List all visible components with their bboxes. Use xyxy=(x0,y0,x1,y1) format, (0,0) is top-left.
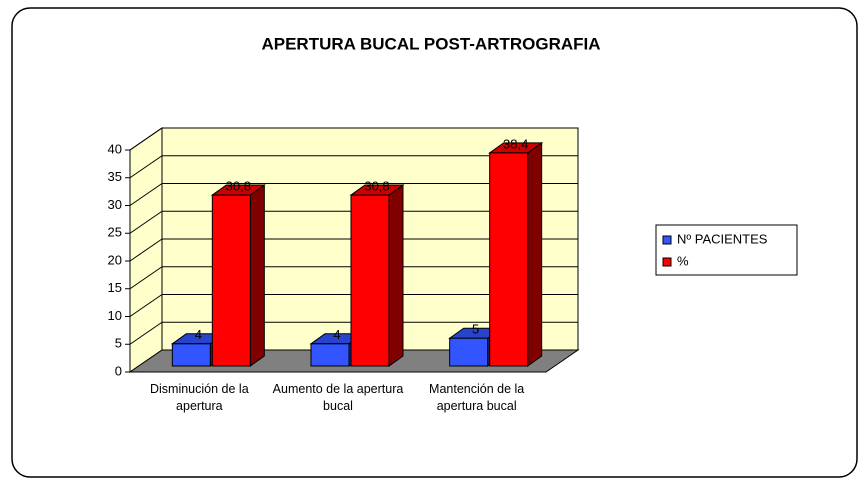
bar-side xyxy=(527,141,543,367)
y-tick-label: 15 xyxy=(108,280,122,295)
grid-line xyxy=(129,183,163,206)
bar xyxy=(350,194,390,367)
grid-line xyxy=(129,266,163,290)
bar-side xyxy=(388,184,404,367)
y-tick-label: 35 xyxy=(108,169,122,184)
bar-side xyxy=(249,184,265,367)
data-label: 30,8 xyxy=(226,178,251,193)
y-tick-label: 25 xyxy=(108,225,122,240)
bar xyxy=(211,194,251,367)
grid-line xyxy=(129,294,163,317)
grid-line xyxy=(129,210,163,234)
legend-swatch xyxy=(662,257,672,267)
y-tick-label: 20 xyxy=(108,252,122,267)
y-tick-label: 10 xyxy=(108,308,122,323)
x-tick-label: Aumento de la apertura bucal xyxy=(272,382,404,413)
grid-line xyxy=(129,238,163,262)
y-tick-label: 5 xyxy=(115,336,122,351)
data-label: 4 xyxy=(333,327,340,342)
legend-label: % xyxy=(677,253,689,268)
data-label: 4 xyxy=(195,327,202,342)
bar xyxy=(171,343,211,367)
y-tick-label: 30 xyxy=(108,197,122,212)
y-tick-label: 0 xyxy=(115,363,122,378)
x-tick-label: Mantención de la apertura bucal xyxy=(429,382,525,413)
legend xyxy=(655,224,798,276)
legend-label: Nº PACIENTES xyxy=(677,231,768,246)
legend-swatch xyxy=(662,235,672,245)
grid-line xyxy=(129,155,163,179)
grid-line xyxy=(129,321,163,345)
data-label: 30,8 xyxy=(364,178,389,193)
data-label: 38,4 xyxy=(503,136,528,151)
chart-title: APERTURA BUCAL POST-ARTROGRAFIA xyxy=(261,34,600,53)
bar xyxy=(310,343,350,367)
data-label: 5 xyxy=(472,322,479,337)
grid-line xyxy=(129,127,163,151)
y-tick-label: 40 xyxy=(108,141,122,156)
x-tick-label: Disminución de la apertura xyxy=(149,382,249,413)
bar xyxy=(489,152,529,367)
bar xyxy=(449,337,489,367)
